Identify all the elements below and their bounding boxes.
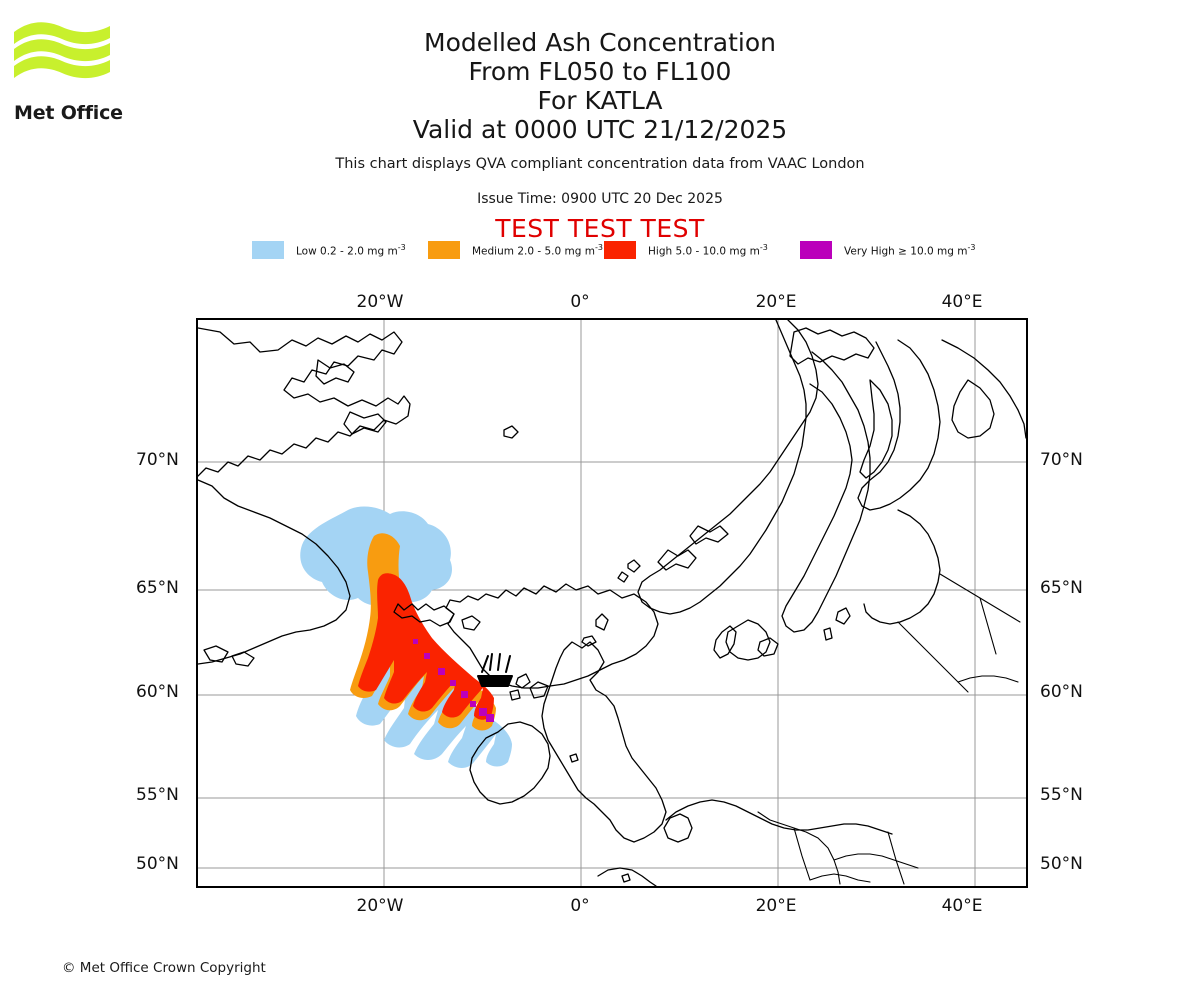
lon-label-top-40e: 40°E [941, 292, 983, 312]
coast-greenland [198, 327, 411, 477]
country-borders [757, 573, 1021, 885]
coast-scotland-west [529, 681, 549, 699]
coast-hebrides [515, 673, 531, 689]
lon-label-bottom-0: 0° [570, 896, 590, 916]
coast-baltic-states [863, 509, 941, 625]
coast-ireland [469, 721, 551, 805]
met-office-wave-icon [14, 22, 110, 79]
volcano-line: For KATLA [537, 86, 663, 115]
graticule-grid [198, 320, 1026, 886]
coast-norway-fjords2 [689, 525, 729, 545]
coast-zealand [757, 637, 779, 657]
ash-concentration-map[interactable] [196, 318, 1028, 888]
coast-shetland [595, 613, 609, 631]
coast-france-brittany [597, 867, 657, 886]
coast-iceland-fjord-detail [461, 615, 481, 631]
legend-label-very-high: Very High ≥ 10.0 mg m-3 [844, 242, 976, 258]
legend-label-low: Low 0.2 - 2.0 mg m-3 [296, 242, 406, 258]
concentration-legend: Low 0.2 - 2.0 mg m-3 Medium 2.0 - 5.0 mg… [0, 240, 1200, 260]
lat-label-right-65n: 65°N [1040, 578, 1083, 598]
map-canvas [198, 320, 1026, 886]
lat-label-left-65n: 65°N [136, 578, 179, 598]
coast-nw-europe [665, 799, 893, 835]
coast-gotland [835, 607, 851, 625]
legend-swatch-low [252, 241, 284, 259]
flight-level-line: From FL050 to FL100 [468, 57, 732, 86]
lat-label-left-55n: 55°N [136, 785, 179, 805]
coastlines [198, 320, 1026, 886]
coast-norway-north [789, 327, 875, 365]
valid-at-line: Valid at 0000 UTC 21/12/2025 [412, 115, 788, 144]
lon-label-top-20w: 20°W [356, 292, 404, 312]
coast-faroe [627, 559, 641, 573]
coast-norway [637, 320, 819, 615]
coast-netherlands [663, 813, 693, 843]
lat-label-left-50n: 50°N [136, 854, 179, 874]
coast-great-britain [541, 641, 667, 843]
lat-label-right-50n: 50°N [1040, 854, 1083, 874]
coast-isle-of-man [569, 753, 579, 763]
copyright-notice: © Met Office Crown Copyright [62, 960, 266, 976]
coast-greenland-sw-detail [203, 645, 229, 663]
coast-orkney [581, 635, 597, 647]
coast-channel-islands [621, 873, 631, 883]
coast-gulf-bothnia [859, 379, 893, 479]
coast-white-sea [951, 379, 995, 439]
legend-label-high: High 5.0 - 10.0 mg m-3 [648, 242, 768, 258]
legend-item-medium: Medium 2.0 - 5.0 mg m-3 [428, 240, 603, 260]
lon-label-bottom-40e: 40°E [941, 896, 983, 916]
data-source-note: This chart displays QVA compliant concen… [335, 156, 865, 172]
coast-jutland [713, 625, 737, 659]
coast-greenland-south [198, 479, 351, 665]
coast-norway-fjords [657, 549, 697, 571]
test-banner: TEST TEST TEST [495, 214, 705, 243]
coast-sweden [781, 351, 871, 633]
legend-item-low: Low 0.2 - 2.0 mg m-3 [252, 240, 406, 260]
chart-title-block: Modelled Ash Concentration From FL050 to… [0, 28, 1200, 144]
met-office-wordmark: Met Office [14, 102, 123, 124]
volcano-source-marker [477, 653, 513, 687]
legend-swatch-high [604, 241, 636, 259]
coast-greenland-inner-fjord [315, 359, 355, 385]
coast-faroe-2 [617, 571, 629, 583]
lon-label-top-0: 0° [570, 292, 590, 312]
lat-label-right-60n: 60°N [1040, 682, 1083, 702]
ash-area-high [358, 573, 494, 720]
legend-item-very-high: Very High ≥ 10.0 mg m-3 [800, 240, 975, 260]
coast-russia-north [941, 339, 1026, 439]
lat-label-right-55n: 55°N [1040, 785, 1083, 805]
legend-swatch-very-high [800, 241, 832, 259]
issue-time: Issue Time: 0900 UTC 20 Dec 2025 [477, 191, 723, 207]
ash-plume [300, 506, 512, 768]
lat-label-right-70n: 70°N [1040, 450, 1083, 470]
ash-area-very-high [413, 639, 494, 722]
legend-item-high: High 5.0 - 10.0 mg m-3 [604, 240, 768, 260]
lon-label-bottom-20e: 20°E [755, 896, 797, 916]
lon-label-top-20e: 20°E [755, 292, 797, 312]
legend-swatch-medium [428, 241, 460, 259]
met-office-logo: Met Office [12, 18, 132, 124]
page-title: Modelled Ash Concentration [424, 28, 776, 57]
coast-greenland-sw-detail2 [231, 651, 255, 667]
coast-jan-mayen [503, 425, 519, 439]
lat-label-left-70n: 70°N [136, 450, 179, 470]
legend-label-medium: Medium 2.0 - 5.0 mg m-3 [472, 242, 603, 258]
coast-iceland-nw-peninsula [393, 603, 455, 627]
coast-iceland [445, 583, 659, 689]
coast-finland [857, 339, 941, 511]
coast-oland [823, 627, 833, 641]
coast-greenland-fjord2 [343, 411, 387, 435]
coast-hebrides-2 [509, 689, 521, 701]
lat-label-left-60n: 60°N [136, 682, 179, 702]
lon-label-bottom-20w: 20°W [356, 896, 404, 916]
coast-denmark [725, 619, 771, 661]
